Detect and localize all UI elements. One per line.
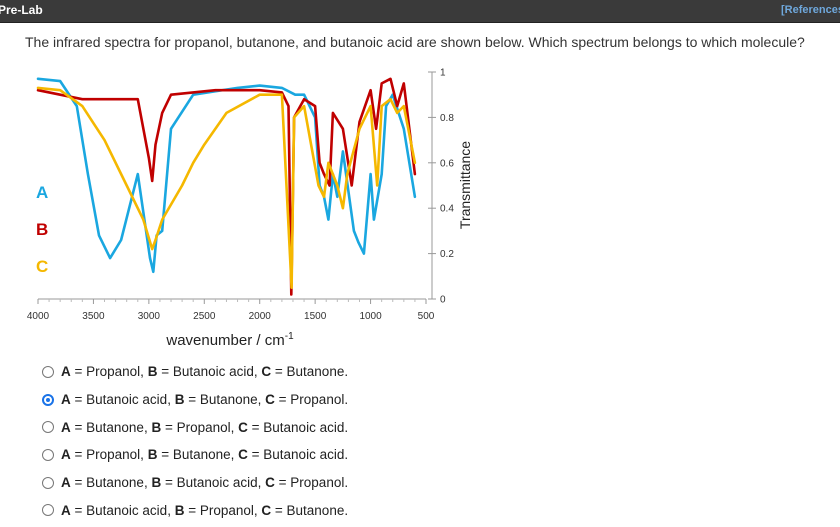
option-letter: B [151, 419, 162, 435]
y-axis-label: Transmittance [457, 141, 473, 229]
option-text: = Propanol, [70, 447, 148, 463]
x-tick-label: 2500 [193, 311, 216, 322]
option-text: = Butanone, [70, 419, 152, 435]
spectrum-label-c: C [36, 257, 48, 276]
y-tick-label: 0.2 [440, 249, 454, 260]
x-tick-label: 500 [418, 311, 435, 322]
option-text: = Butanoic acid, [157, 364, 262, 380]
option-letter: C [261, 502, 272, 518]
option-text: = Butanoic acid, [70, 502, 175, 518]
option-letter: C [238, 419, 248, 435]
ir-spectra-chart: 4000 3500 3000 2500 2000 1500 1000 500 0 0.2 0.4 0.… [27, 68, 473, 350]
answer-options: A = Propanol, B = Butanoic acid, C = But… [42, 358, 348, 524]
x-tick-label: 4000 [27, 311, 50, 322]
option-letter: A [61, 419, 71, 435]
spectrum-line-b [36, 77, 417, 296]
option-text: = Butanone. [271, 364, 349, 380]
answer-option[interactable]: A = Butanoic acid, B = Butanone, C = Pro… [42, 386, 348, 414]
answer-option[interactable]: A = Butanoic acid, B = Propanol, C = But… [42, 496, 348, 524]
x-tick-label: 1000 [359, 311, 382, 322]
radio-button[interactable] [42, 504, 54, 517]
option-letter: A [61, 475, 71, 491]
answer-option[interactable]: A = Butanone, B = Butanoic acid, C = Pro… [42, 469, 348, 497]
spectrum-line-c [36, 86, 417, 289]
option-letter: B [147, 447, 158, 463]
answer-option[interactable]: A = Propanol, B = Butanone, C = Butanoic… [42, 441, 348, 469]
option-text: = Butanone, [70, 475, 152, 491]
y-tick-label: 0.8 [440, 113, 454, 124]
y-tick-label: 1 [440, 68, 446, 79]
x-tick-label: 3500 [82, 311, 105, 322]
x-axis-label-superscript: -1 [285, 331, 294, 342]
option-letter: A [61, 392, 71, 408]
option-text: = Butanoic acid. [247, 419, 349, 435]
option-letter: A [61, 447, 71, 463]
option-letter: B [147, 364, 158, 380]
radio-button[interactable] [42, 476, 54, 489]
radio-button[interactable] [42, 365, 54, 378]
option-text: = Propanol, [161, 419, 239, 435]
option-text: = Butanone, [184, 392, 266, 408]
radio-button[interactable] [42, 421, 54, 434]
option-letter: C [265, 475, 275, 491]
option-letter: B [151, 475, 162, 491]
option-text: = Butanone, [157, 447, 239, 463]
option-letter: A [61, 364, 71, 380]
answer-option[interactable]: A = Butanone, B = Propanol, C = Butanoic… [42, 413, 348, 441]
spectrum-label-b: B [36, 220, 48, 239]
radio-button-selected[interactable] [42, 393, 54, 406]
option-text: = Butanoic acid, [161, 475, 266, 491]
option-text: = Butanoic acid, [70, 392, 175, 408]
question-text: The infrared spectra for propanol, butan… [25, 34, 805, 50]
option-text: = Propanol. [274, 392, 349, 408]
x-tick-label: 1500 [304, 311, 327, 322]
x-tick-label: 3000 [138, 311, 161, 322]
option-letter: C [265, 392, 275, 408]
option-letter: B [174, 392, 185, 408]
x-axis-label: wavenumber / cm-1 [165, 331, 294, 349]
top-bar: Pre-Lab [References [0, 0, 840, 23]
y-tick-label: 0 [440, 295, 446, 306]
y-tick-label: 0.4 [440, 204, 454, 215]
option-letter: B [174, 502, 185, 518]
x-tick-label: 2000 [249, 311, 272, 322]
references-link[interactable]: [References [781, 4, 840, 16]
spectrum-line-a [36, 77, 417, 274]
option-letter: C [238, 447, 248, 463]
answer-option[interactable]: A = Propanol, B = Butanoic acid, C = But… [42, 358, 348, 386]
option-text: = Propanol, [184, 502, 262, 518]
option-text: = Propanol, [70, 364, 148, 380]
option-letter: C [261, 364, 272, 380]
spectrum-label-a: A [36, 183, 48, 202]
option-text: = Butanone. [271, 502, 349, 518]
radio-button[interactable] [42, 448, 54, 461]
y-tick-label: 0.6 [440, 158, 454, 169]
option-letter: A [61, 502, 71, 518]
option-text: = Propanol. [274, 475, 349, 491]
option-text: = Butanoic acid. [247, 447, 349, 463]
page-title: Pre-Lab [0, 3, 43, 17]
